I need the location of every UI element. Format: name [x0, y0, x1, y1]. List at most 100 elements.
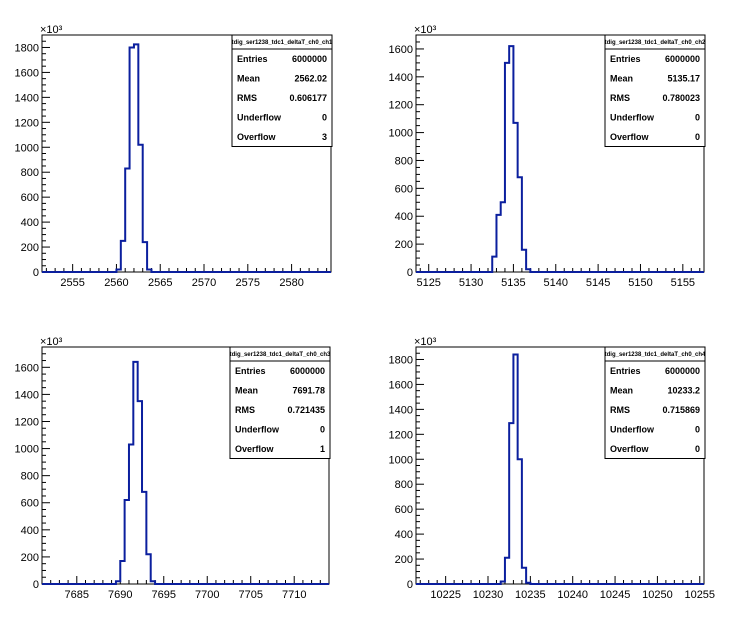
- stats-value: 2562.02: [294, 74, 327, 84]
- stats-label: Entries: [610, 54, 641, 64]
- y-tick-label: 0: [33, 267, 39, 279]
- x-tick-label: 5145: [586, 277, 610, 289]
- y-tick-label: 800: [21, 471, 39, 483]
- x-tick-label: 10250: [642, 589, 673, 601]
- stats-label: RMS: [610, 405, 630, 415]
- y-tick-label: 1400: [389, 72, 413, 84]
- y-exponent-label: ×10³: [414, 24, 437, 36]
- y-tick-label: 1600: [389, 379, 413, 391]
- stats-value: 0: [695, 425, 700, 435]
- y-tick-label: 1800: [389, 354, 413, 366]
- stats-label: Overflow: [610, 444, 650, 454]
- stats-value: 0.721435: [287, 405, 325, 415]
- y-tick-label: 1200: [15, 416, 39, 428]
- stats-label: Overflow: [610, 132, 650, 142]
- y-tick-label: 1000: [389, 454, 413, 466]
- y-tick-label: 0: [33, 579, 39, 591]
- histogram-series-line: [42, 360, 329, 585]
- stats-value: 0.715869: [662, 405, 700, 415]
- y-tick-label: 200: [395, 239, 413, 251]
- stats-label: Underflow: [610, 113, 655, 123]
- y-tick-label: 1600: [389, 44, 413, 56]
- y-tick-label: 200: [395, 554, 413, 566]
- stats-value: 1: [320, 444, 325, 454]
- y-tick-label: 1200: [15, 117, 39, 129]
- stats-value: 6000000: [665, 366, 700, 376]
- stats-value: 0.606177: [289, 93, 327, 103]
- y-tick-label: 1600: [15, 362, 39, 374]
- stats-label: Underflow: [235, 425, 280, 435]
- stats-label: Overflow: [237, 132, 277, 142]
- stats-box-frame: [604, 34, 706, 147]
- stats-value: 3: [322, 132, 327, 142]
- y-tick-label: 1200: [389, 100, 413, 112]
- stats-value: 0: [322, 113, 327, 123]
- stats-label: RMS: [610, 93, 630, 103]
- x-tick-label: 2580: [279, 277, 303, 289]
- stats-value: 7691.78: [292, 386, 325, 396]
- histogram-pad-1: 0 200 400 600 800 1000 1200 1400 1600 1800 2555 256…: [15, 24, 334, 289]
- stats-value: 0: [695, 444, 700, 454]
- stats-label: Mean: [235, 386, 258, 396]
- histogram-pad-3: 0 200 400 600 800 1000 1200 1400 1600 7685 7690 769…: [15, 336, 332, 601]
- stats-value: 0: [695, 113, 700, 123]
- stats-box-frame: [231, 34, 333, 147]
- x-tick-label: 7700: [195, 589, 219, 601]
- stats-box: tdig_ser1238_tdc1_deltaT_ch0_ch1 Entries 6…: [231, 34, 333, 147]
- x-tick-label: 7705: [238, 589, 262, 601]
- stats-value: 0: [695, 132, 700, 142]
- x-tick-label: 2565: [148, 277, 172, 289]
- y-tick-label: 400: [395, 211, 413, 223]
- histogram-title: tdig_ser1238_tdc1_deltaT_ch0_ch4: [605, 352, 706, 358]
- y-tick-label: 800: [395, 479, 413, 491]
- y-tick-label: 600: [21, 498, 39, 510]
- x-tick-label: 10225: [430, 589, 461, 601]
- x-tick-label: 7685: [65, 589, 89, 601]
- x-tick-label: 5140: [544, 277, 568, 289]
- y-tick-label: 1800: [15, 42, 39, 54]
- y-tick-label: 1400: [389, 404, 413, 416]
- x-tick-label: 10245: [600, 589, 631, 601]
- stats-value: 0: [320, 425, 325, 435]
- histogram-title: tdig_ser1238_tdc1_deltaT_ch0_ch2: [605, 40, 706, 46]
- x-tick-label: 2555: [60, 277, 84, 289]
- x-tick-label: 7710: [282, 589, 306, 601]
- histogram-series-line: [416, 45, 704, 273]
- y-tick-label: 600: [395, 183, 413, 195]
- x-tick-label: 10255: [684, 589, 715, 601]
- stats-label: Mean: [237, 74, 260, 84]
- stats-label: RMS: [237, 93, 257, 103]
- stats-value: 0.780023: [662, 93, 700, 103]
- stats-value: 6000000: [665, 54, 700, 64]
- x-tick-label: 5135: [501, 277, 525, 289]
- y-tick-label: 0: [407, 267, 413, 279]
- stats-label: Mean: [610, 386, 633, 396]
- x-tick-label: 7690: [108, 589, 132, 601]
- histogram-title: tdig_ser1238_tdc1_deltaT_ch0_ch1: [232, 40, 333, 46]
- y-tick-label: 1200: [389, 429, 413, 441]
- stats-label: Underflow: [237, 113, 282, 123]
- stats-label: Entries: [610, 366, 641, 376]
- x-tick-label: 5130: [459, 277, 483, 289]
- y-tick-label: 1000: [15, 142, 39, 154]
- stats-label: RMS: [235, 405, 255, 415]
- stats-box-frame: [604, 346, 706, 459]
- y-tick-label: 1600: [15, 67, 39, 79]
- histogram-series-line: [416, 353, 704, 585]
- y-tick-label: 400: [21, 217, 39, 229]
- histogram-pad-2: 0 200 400 600 800 1000 1200 1400 1600 5125 5130 513…: [389, 24, 707, 289]
- stats-box-frame: [229, 346, 331, 459]
- stats-label: Overflow: [235, 444, 275, 454]
- y-tick-label: 600: [395, 504, 413, 516]
- x-tick-label: 5125: [416, 277, 440, 289]
- x-tick-label: 5155: [671, 277, 695, 289]
- stats-value: 5135.17: [667, 74, 700, 84]
- y-tick-label: 1000: [389, 128, 413, 140]
- stats-label: Entries: [237, 54, 268, 64]
- stats-label: Underflow: [610, 425, 655, 435]
- stats-box: tdig_ser1238_tdc1_deltaT_ch0_ch4 Entries 6…: [604, 346, 706, 459]
- y-tick-label: 1000: [15, 444, 39, 456]
- y-tick-label: 1400: [15, 389, 39, 401]
- x-tick-label: 2560: [104, 277, 128, 289]
